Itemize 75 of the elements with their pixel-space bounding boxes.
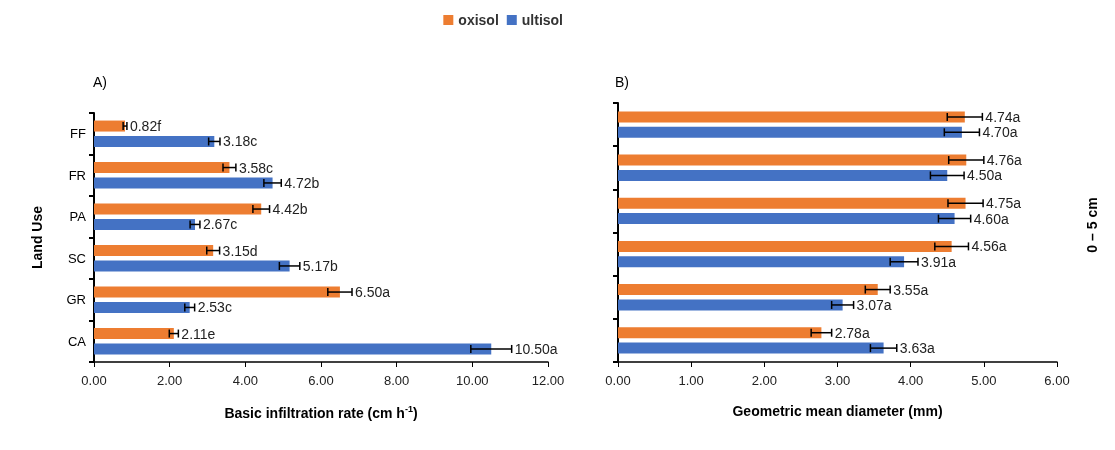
- data-label: 4.72b: [284, 174, 320, 191]
- x-tick-label: 3.00: [824, 373, 851, 388]
- data-label: 0.82f: [129, 118, 162, 135]
- bar: [94, 301, 190, 313]
- data-label: 2.53c: [197, 299, 232, 316]
- y-tick-label: FR: [68, 167, 86, 183]
- x-tick-label: 4.00: [898, 373, 924, 388]
- bar: [618, 327, 822, 339]
- data-label: 3.07a: [856, 296, 892, 313]
- data-label: 4.50a: [967, 167, 1003, 184]
- bar: [618, 284, 878, 296]
- x-tick-label: 12.00: [531, 373, 565, 388]
- x-tick-label: 10.00: [456, 373, 489, 388]
- data-label: 2.78a: [834, 324, 870, 341]
- data-label: 2.11e: [181, 325, 216, 342]
- legend-label: oxisol: [458, 12, 499, 28]
- data-label: 4.42b: [272, 201, 308, 218]
- data-label: 10.50a: [514, 340, 558, 357]
- data-label: 4.75a: [986, 195, 1022, 212]
- y-axis-title: Land Use: [29, 205, 45, 270]
- chart-title: A): [93, 74, 107, 90]
- chart-title: B): [615, 74, 629, 90]
- bar: [94, 203, 262, 215]
- data-label: 3.58c: [238, 159, 274, 176]
- bar: [94, 177, 273, 189]
- bar: [618, 342, 884, 354]
- bar: [94, 120, 126, 132]
- bar: [618, 213, 955, 225]
- bar: [618, 111, 965, 123]
- bar: [618, 197, 966, 209]
- bar: [94, 286, 340, 298]
- bar: [618, 169, 948, 181]
- data-label: 4.76a: [986, 152, 1023, 169]
- data-label: 4.60a: [973, 210, 1009, 227]
- y-tick-label: FF: [70, 126, 87, 142]
- data-label: 4.56a: [971, 238, 1007, 255]
- x-tick-label: 0.00: [81, 373, 107, 388]
- bar: [618, 256, 905, 268]
- x-tick-label: 4.00: [232, 373, 258, 388]
- x-tick-label: 2.00: [157, 373, 183, 388]
- x-tick-label: 8.00: [384, 373, 410, 388]
- data-label: 3.18c: [222, 133, 258, 150]
- x-axis-title: Geometric mean diameter (mm): [732, 403, 943, 419]
- data-label: 6.50a: [355, 284, 391, 301]
- bar: [618, 299, 843, 311]
- bar: [94, 343, 492, 355]
- y-tick-label: PA: [69, 209, 87, 225]
- data-label: 5.17b: [302, 257, 339, 274]
- bar: [618, 126, 962, 138]
- x-tick-label: 1.00: [678, 373, 704, 388]
- data-label: 3.55a: [893, 281, 929, 298]
- bar: [94, 162, 230, 174]
- x-tick-label: 2.00: [751, 373, 777, 388]
- data-label: 4.70a: [982, 124, 1018, 141]
- data-label: 4.74a: [985, 108, 1021, 125]
- bar: [618, 154, 967, 166]
- x-tick-label: 6.00: [1044, 373, 1070, 388]
- text: 0 – 5 cm: [1084, 197, 1100, 253]
- bar: [94, 260, 290, 272]
- x-tick-label: 0.00: [605, 373, 631, 388]
- bar: [94, 135, 215, 147]
- x-tick-label: 5.00: [971, 373, 997, 388]
- bar: [618, 240, 952, 252]
- data-label: 3.91a: [920, 253, 957, 270]
- y-tick-label: SC: [67, 250, 86, 266]
- y-tick-label: GR: [66, 292, 86, 308]
- x-tick-label: 6.00: [308, 373, 334, 388]
- y-tick-label: CA: [67, 333, 87, 349]
- bar: [94, 245, 214, 257]
- bar: [94, 218, 196, 230]
- bar: [94, 328, 174, 340]
- data-label: 3.63a: [899, 340, 936, 357]
- data-label: 2.67c: [202, 216, 238, 233]
- legend-label: ultisol: [521, 12, 564, 28]
- data-label: 3.15d: [222, 242, 258, 259]
